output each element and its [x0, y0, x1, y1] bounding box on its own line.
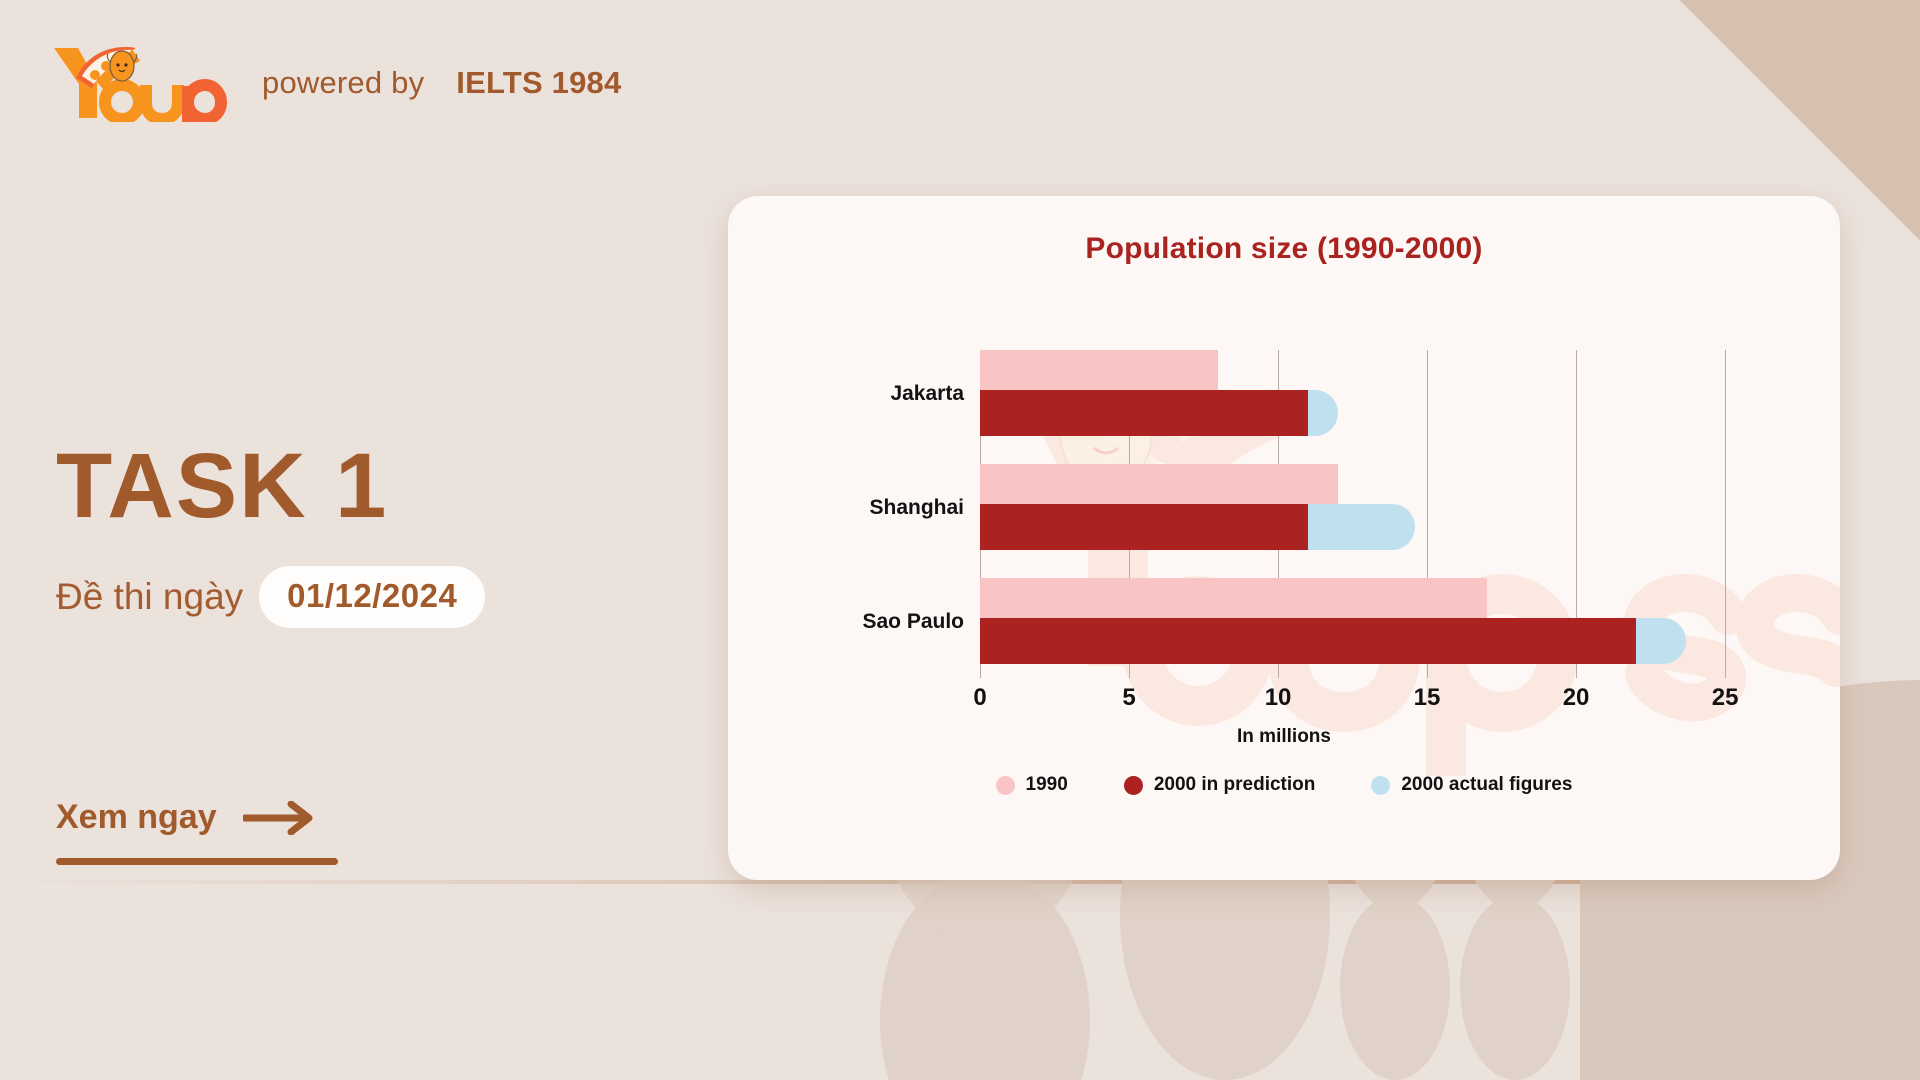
left-content-column: TASK 1 Đề thi ngày 01/12/2024 Xem ngay	[56, 440, 696, 865]
x-tick-20: 20	[1562, 684, 1590, 711]
brand-header: powered by IELTS 1984	[48, 44, 621, 122]
bar-sao-paulo-1990[interactable]	[980, 578, 1487, 618]
bar-jakarta-1990[interactable]	[980, 350, 1219, 390]
legend-item-2000-prediction[interactable]: 2000 in prediction	[1123, 774, 1316, 796]
bar-shanghai-1990[interactable]	[980, 464, 1338, 504]
legend-label-1990: 1990	[1025, 774, 1068, 795]
brand-name-label: IELTS 1984	[456, 65, 622, 100]
gridline-25	[1725, 350, 1727, 678]
gridline-15	[1427, 350, 1429, 678]
chart-title: Population size (1990-2000)	[1085, 232, 1483, 265]
legend-swatch-2000-actual	[1371, 775, 1391, 795]
x-tick-5: 5	[1122, 684, 1136, 711]
x-tick-15: 15	[1413, 684, 1441, 711]
legend-item-2000-actual[interactable]: 2000 actual figures	[1371, 774, 1572, 796]
chart-plot-area: Jakarta Shanghai Sao Paulo	[862, 350, 1740, 678]
bar-jakarta-2000-prediction[interactable]	[980, 390, 1308, 436]
category-label-jakarta: Jakarta	[890, 382, 964, 405]
legend-swatch-2000-prediction	[1123, 775, 1143, 795]
x-tick-0: 0	[973, 684, 987, 711]
chart-x-axis-label: In millions	[1237, 726, 1331, 747]
exam-date-label: Đề thi ngày	[56, 576, 244, 617]
exam-date-badge: 01/12/2024	[259, 566, 486, 628]
legend-item-1990[interactable]: 1990	[995, 774, 1068, 796]
gridline-20	[1576, 350, 1578, 678]
legend-label-2000-prediction: 2000 in prediction	[1153, 774, 1316, 795]
chart-legend: 1990 2000 in prediction 2000 actual figu…	[728, 774, 1840, 796]
arrow-right-icon	[242, 800, 313, 835]
youpass-logo[interactable]	[48, 44, 244, 122]
legend-swatch-1990	[995, 775, 1015, 795]
chart-card: Population size (1990-2000) Jakarta Shan…	[728, 196, 1840, 880]
category-label-shanghai: Shanghai	[869, 496, 964, 519]
category-label-sao-paulo: Sao Paulo	[862, 610, 964, 633]
x-tick-10: 10	[1264, 684, 1292, 711]
page-title: TASK 1	[56, 435, 389, 537]
bar-group-shanghai: Shanghai	[869, 464, 1740, 560]
bar-sao-paulo-2000-prediction[interactable]	[980, 618, 1636, 664]
legend-label-2000-actual: 2000 actual figures	[1401, 774, 1573, 795]
youpass-pea-logo	[54, 47, 228, 122]
chart-x-axis: 0 5 10 15 20 25	[973, 684, 1740, 718]
powered-by-label: powered by	[262, 65, 425, 100]
bar-group-jakarta: Jakarta	[890, 350, 1740, 446]
view-now-cta[interactable]: Xem ngay	[56, 798, 338, 865]
bar-group-sao-paulo: Sao Paulo	[862, 578, 1740, 674]
x-tick-25: 25	[1711, 684, 1739, 711]
bar-shanghai-2000-prediction[interactable]	[980, 504, 1308, 550]
view-now-label: Xem ngay	[56, 798, 217, 836]
exam-date-row: Đề thi ngày 01/12/2024	[56, 566, 696, 628]
cta-underline	[56, 858, 338, 865]
pea-mascot-icon	[106, 50, 138, 82]
